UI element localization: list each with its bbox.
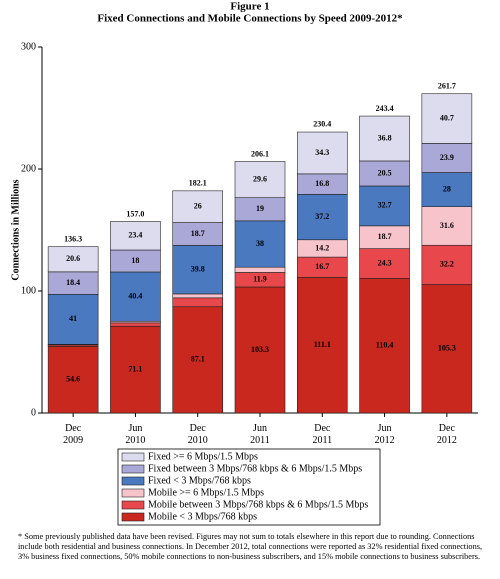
total-label: 157.0: [126, 209, 144, 218]
value-label: 34.3: [315, 148, 329, 157]
value-label: 41: [69, 314, 77, 323]
x-tick-label: Jun 2010: [125, 423, 145, 446]
value-label: 20.6: [66, 254, 80, 263]
bar-segment: [421, 284, 473, 414]
value-label: 40.7: [440, 113, 454, 122]
chart: Figure 1 Fixed Connections and Mobile Co…: [10, 1, 478, 526]
y-tick-label: 200: [21, 163, 36, 174]
bar-segment: [47, 346, 99, 414]
bar-segment: [47, 246, 99, 273]
value-label: 29.6: [253, 174, 267, 183]
bar-segment: [110, 322, 161, 327]
value-label: 36.8: [378, 133, 392, 142]
value-label: 37.2: [315, 212, 329, 221]
bar-segment: [359, 278, 410, 414]
value-label: 18: [131, 256, 139, 265]
bar-segment: [172, 293, 224, 299]
value-label: 23.9: [440, 153, 454, 162]
y-tick-label: 300: [21, 41, 36, 52]
bar-segment: [234, 266, 286, 273]
bar-segment: [110, 271, 161, 322]
total-label: 182.1: [189, 179, 207, 188]
bar-segment: [234, 161, 286, 198]
bar-segment: [296, 194, 348, 241]
legend-label: Mobile between 3 Mbps/768 kbps & 6 Mbps/…: [148, 499, 368, 510]
legend-label: Fixed < 3 Mbps/768 kbps: [148, 475, 251, 486]
legend-label: Fixed >= 6 Mbps/1.5 Mbps: [148, 451, 258, 462]
value-label: 40.4: [128, 291, 142, 300]
legend-label: Mobile >= 6 Mbps/1.5 Mbps: [148, 487, 264, 498]
value-label: 54.6: [66, 375, 80, 384]
bar-segment: [359, 185, 410, 227]
bar-segment: [421, 244, 473, 285]
bar-segment: [421, 93, 473, 144]
x-tick-label: Jun 2011: [250, 423, 270, 446]
value-label: 28: [443, 184, 451, 193]
total-label: 243.4: [376, 104, 394, 113]
bar-segment: [234, 220, 286, 268]
value-label: 16.8: [315, 179, 329, 188]
bar-segment: [421, 172, 473, 207]
y-tick-label: 0: [31, 407, 36, 418]
total-label: 206.1: [251, 149, 269, 158]
x-tick-label: Dec 2011: [312, 423, 332, 446]
value-label: 87.1: [191, 355, 205, 364]
value-label: 105.3: [438, 344, 456, 353]
legend-swatch: [121, 476, 145, 486]
y-tick-label: 100: [21, 285, 36, 296]
value-label: 111.1: [314, 340, 331, 349]
bar-segment: [296, 277, 348, 414]
bar-segment: [359, 115, 410, 162]
value-label: 110.4: [376, 340, 394, 349]
chart-title: Figure 1: [230, 1, 269, 13]
value-label: 11.9: [253, 275, 267, 284]
value-label: 19: [256, 204, 264, 213]
total-label: 136.3: [64, 235, 82, 244]
value-label: 32.2: [440, 260, 454, 269]
value-label: 32.7: [378, 201, 392, 210]
value-label: 31.6: [440, 221, 454, 230]
x-tick-label: Jun 2012: [375, 423, 395, 446]
bar-segment: [172, 306, 224, 414]
value-label: 18.7: [191, 229, 205, 238]
value-label: 23.4: [128, 231, 142, 240]
value-label: 20.5: [378, 168, 392, 177]
legend-swatch: [121, 512, 145, 522]
legend-swatch: [121, 464, 145, 474]
bar-segment: [359, 160, 410, 187]
bar-segment: [110, 221, 161, 251]
legend-label: Mobile < 3 Mbps/768 kbps: [148, 511, 257, 522]
value-label: 16.7: [315, 262, 329, 271]
x-tick-label: Dec 2012: [437, 423, 457, 446]
value-label: 39.8: [191, 264, 205, 273]
legend-swatch: [121, 488, 145, 498]
legend-swatch: [121, 452, 145, 462]
value-label: 26: [194, 202, 202, 211]
footnote: * Some previously published data have be…: [18, 532, 483, 561]
value-label: 18.7: [378, 232, 392, 241]
bar-segment: [172, 297, 224, 308]
value-label: 18.4: [66, 278, 80, 287]
legend-swatch: [121, 500, 145, 510]
bar-segment: [421, 143, 473, 173]
bar-segment: [296, 131, 348, 175]
value-label: 14.2: [315, 243, 329, 252]
value-label: 24.3: [378, 258, 392, 267]
legend-label: Fixed between 3 Mbps/768 kbps & 6 Mbps/1…: [148, 463, 362, 474]
bar-segment: [359, 248, 410, 279]
total-label: 261.7: [438, 82, 456, 91]
bar-segment: [172, 190, 224, 223]
value-label: 103.3: [251, 345, 269, 354]
value-label: 71.1: [128, 364, 142, 373]
total-label: 230.4: [313, 120, 331, 129]
x-tick-label: Dec 2009: [63, 423, 83, 446]
x-tick-label: Dec 2010: [188, 423, 208, 446]
legend-box: [117, 448, 381, 526]
chart-subtitle: Fixed Connections and Mobile Connections…: [97, 13, 403, 25]
y-axis-label: Connections in Millions: [10, 179, 21, 280]
bar-segment: [172, 245, 224, 295]
value-label: 38: [256, 239, 264, 248]
bar-segment: [110, 325, 161, 414]
